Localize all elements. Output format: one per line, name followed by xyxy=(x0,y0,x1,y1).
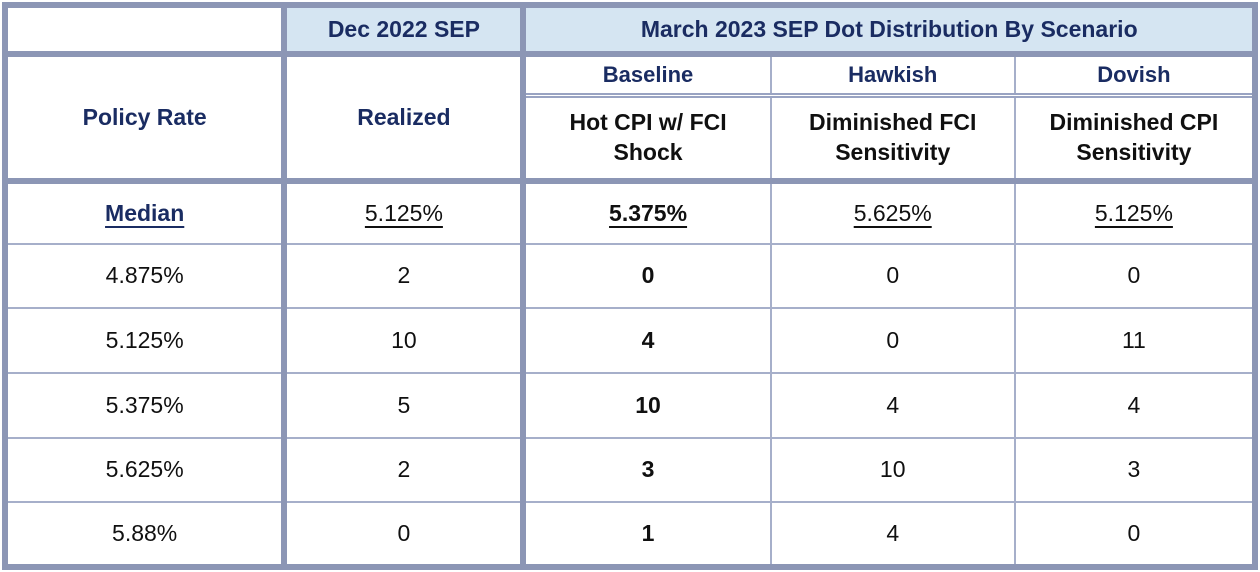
rate-row-588: 5.88% 0 1 4 0 xyxy=(5,502,1255,567)
corner-cell xyxy=(5,5,288,57)
rate-row-5375: 5.375% 5 10 4 4 xyxy=(5,372,1255,439)
dovish-value-cell: 4 xyxy=(1014,372,1255,439)
dovish-description-cell: Diminished CPI Sensitivity xyxy=(1014,95,1255,184)
realized-value-cell: 10 xyxy=(284,308,527,374)
realized-value-cell: 2 xyxy=(284,243,527,310)
hawkish-value-cell: 0 xyxy=(770,308,1016,374)
rate-row-4875: 4.875% 2 0 0 0 xyxy=(5,243,1255,310)
dec-2022-sep-header: Dec 2022 SEP xyxy=(284,5,527,57)
dovish-value-cell: 3 xyxy=(1014,437,1255,504)
march-2023-header: March 2023 SEP Dot Distribution By Scena… xyxy=(523,5,1255,57)
dovish-value-cell: 11 xyxy=(1014,308,1255,374)
baseline-value-cell: 3 xyxy=(523,437,772,504)
rate-row-5125: 5.125% 10 4 0 11 xyxy=(5,308,1255,374)
dovish-value-cell: 0 xyxy=(1127,520,1141,547)
group-header-row: Dec 2022 SEP March 2023 SEP Dot Distribu… xyxy=(5,5,1255,57)
hawkish-value-cell: 4 xyxy=(770,502,1016,567)
median-realized-cell: 5.125% xyxy=(284,180,527,245)
realized-value-cell: 5 xyxy=(284,372,527,439)
rate-row-5625: 5.625% 2 3 10 3 xyxy=(5,437,1255,504)
scenario-description-row: Hot CPI w/ FCI Shock Diminished FCI Sens… xyxy=(5,95,1255,184)
baseline-value-cell: 10 xyxy=(523,372,772,439)
scenario-baseline-header: Baseline xyxy=(523,53,772,99)
median-dovish-cell: 5.125% xyxy=(1014,180,1255,245)
median-hawkish-cell: 5.625% xyxy=(770,180,1016,245)
dovish-value-cell: 0 xyxy=(1014,243,1255,310)
realized-header: Realized xyxy=(284,53,527,184)
rate-cell: 5.88% xyxy=(5,502,288,567)
baseline-description-cell: Hot CPI w/ FCI Shock xyxy=(523,95,772,184)
median-baseline-cell: 5.375% xyxy=(523,180,772,245)
realized-value-cell: 0 xyxy=(284,502,527,567)
rate-cell: 5.625% xyxy=(5,437,288,504)
baseline-value-cell: 0 xyxy=(523,243,772,310)
median-row: Median 5.125% 5.375% 5.625% 5.125% xyxy=(5,180,1255,245)
scenario-dovish-header: Dovish xyxy=(1014,53,1255,99)
hawkish-description-cell: Diminished FCI Sensitivity xyxy=(770,95,1016,184)
rate-cell: 5.375% xyxy=(5,372,288,439)
hawkish-value-cell: 10 xyxy=(770,437,1016,504)
rate-cell: 5.125% xyxy=(5,308,288,374)
policy-rate-header: Policy Rate xyxy=(5,53,288,184)
scenario-hawkish-header: Hawkish xyxy=(770,53,1016,99)
rate-cell: 4.875% xyxy=(5,243,288,310)
baseline-value-cell: 1 xyxy=(523,502,772,567)
baseline-value-cell: 4 xyxy=(523,308,772,374)
median-label-cell: Median xyxy=(5,180,288,245)
scenario-name-row: Policy Rate Realized Baseline Hawkish Do… xyxy=(5,53,1255,184)
hawkish-value-cell: 4 xyxy=(770,372,1016,439)
hawkish-value-cell: 0 xyxy=(770,243,1016,310)
realized-value-cell: 2 xyxy=(284,437,527,504)
